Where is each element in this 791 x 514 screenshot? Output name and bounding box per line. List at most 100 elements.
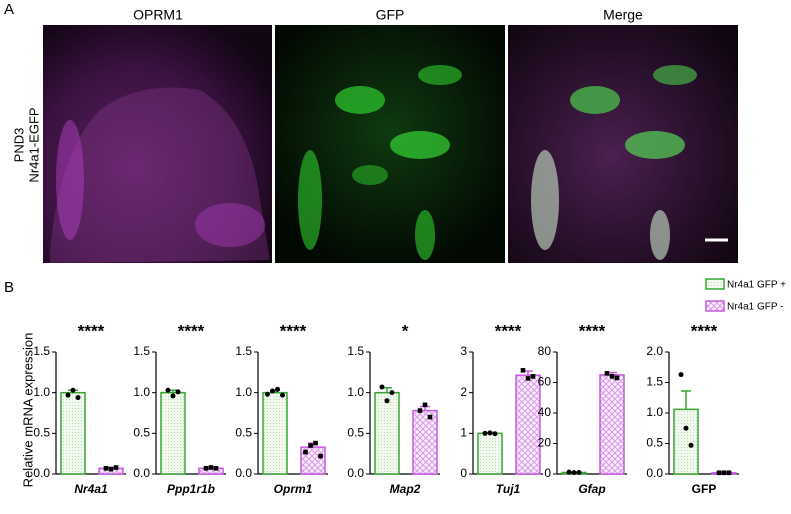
data-point (525, 376, 531, 381)
row-label: Nr4a1-EGFP (26, 107, 41, 182)
bar (60, 391, 86, 475)
y-tick-label: 40 (538, 405, 552, 419)
data-point (108, 466, 114, 472)
data-point (492, 431, 498, 437)
y-tick-label: 1.5 (646, 375, 663, 389)
data-point (379, 384, 385, 390)
data-point (384, 398, 390, 404)
data-point (165, 387, 171, 393)
row-label: PND3 (11, 128, 26, 163)
y-tick-label: 0.5 (347, 426, 364, 440)
data-point (487, 430, 493, 436)
column-label: Merge (603, 7, 643, 23)
y-axis-label: Relative mRNA expression (20, 333, 35, 488)
y-tick-label: 0.0 (347, 466, 364, 480)
significance: **** (78, 321, 105, 340)
data-point (427, 414, 433, 420)
x-label: Tuj1 (496, 482, 521, 496)
legend-entry: Nr4a1 GFP - (727, 302, 784, 313)
y-tick-label: 0.5 (235, 426, 252, 440)
y-tick-label: 0.0 (33, 466, 50, 480)
y-tick-label: 0.0 (133, 466, 150, 480)
column-label: OPRM1 (133, 7, 183, 23)
significance: **** (691, 321, 718, 340)
bar (477, 432, 503, 475)
micrograph (43, 25, 272, 263)
data-point (566, 469, 572, 475)
bar (374, 391, 400, 475)
data-point (75, 395, 81, 401)
y-tick-label: 0.0 (235, 466, 252, 480)
data-point (313, 440, 318, 446)
x-label: Gfap (578, 482, 605, 496)
data-point (716, 470, 722, 476)
x-label: Nr4a1 (74, 482, 108, 496)
y-tick-label: 0.5 (133, 426, 150, 440)
y-tick-label: 1.5 (33, 344, 50, 358)
y-tick-label: 1.0 (347, 385, 364, 399)
y-tick-label: 1.5 (235, 344, 252, 358)
y-tick-label: 3 (460, 344, 467, 358)
y-tick-label: 0.5 (646, 436, 663, 450)
data-point (571, 470, 577, 476)
significance: **** (495, 321, 522, 340)
data-point (280, 392, 285, 398)
bar (262, 391, 288, 475)
data-point (576, 469, 582, 475)
legend-swatch (705, 300, 725, 312)
legend-entry: Nr4a1 GFP + (727, 280, 786, 291)
micrograph (508, 25, 738, 263)
data-point (203, 466, 209, 471)
significance: **** (178, 321, 205, 340)
significance: **** (280, 321, 307, 340)
data-point (113, 465, 119, 470)
y-tick-label: 1.0 (133, 385, 150, 399)
data-point (175, 389, 181, 395)
data-point (213, 466, 219, 471)
data-point (726, 470, 732, 476)
y-tick-label: 1.0 (33, 385, 50, 399)
y-tick-label: 1 (460, 426, 467, 440)
data-point (103, 466, 109, 471)
data-point (70, 387, 76, 393)
y-tick-label: 20 (538, 436, 552, 450)
data-point (520, 368, 526, 373)
y-tick-label: 2.0 (646, 344, 663, 358)
significance: **** (579, 321, 606, 340)
data-point (482, 430, 488, 436)
data-point (308, 443, 313, 448)
legend-swatch (705, 278, 725, 290)
data-point (265, 391, 270, 397)
data-point (389, 390, 395, 396)
y-tick-label: 0.5 (33, 426, 50, 440)
y-tick-label: 0 (544, 466, 551, 480)
panel-label: A (4, 1, 14, 18)
panel-label: B (4, 279, 14, 296)
data-point (417, 408, 423, 413)
y-tick-label: 2 (460, 385, 467, 399)
data-point (208, 465, 214, 470)
data-point (721, 470, 727, 476)
data-point (270, 388, 275, 394)
significance: * (402, 321, 409, 340)
y-tick-label: 1.0 (235, 385, 252, 399)
data-point (65, 392, 71, 398)
y-tick-label: 1.0 (646, 405, 663, 419)
y-tick-label: 0 (460, 466, 467, 480)
y-tick-label: 1.5 (133, 344, 150, 358)
data-point (170, 393, 176, 399)
bar (599, 374, 625, 475)
data-point (688, 442, 694, 448)
data-point (604, 371, 610, 376)
micrograph (275, 25, 505, 263)
data-point (683, 425, 689, 431)
data-point (614, 375, 620, 381)
data-point (303, 449, 308, 455)
y-tick-label: 0.0 (646, 466, 663, 480)
data-point (275, 386, 280, 392)
data-point (422, 402, 428, 408)
x-label: GFP (692, 482, 717, 496)
bar (412, 409, 438, 475)
y-tick-label: 80 (538, 344, 552, 358)
